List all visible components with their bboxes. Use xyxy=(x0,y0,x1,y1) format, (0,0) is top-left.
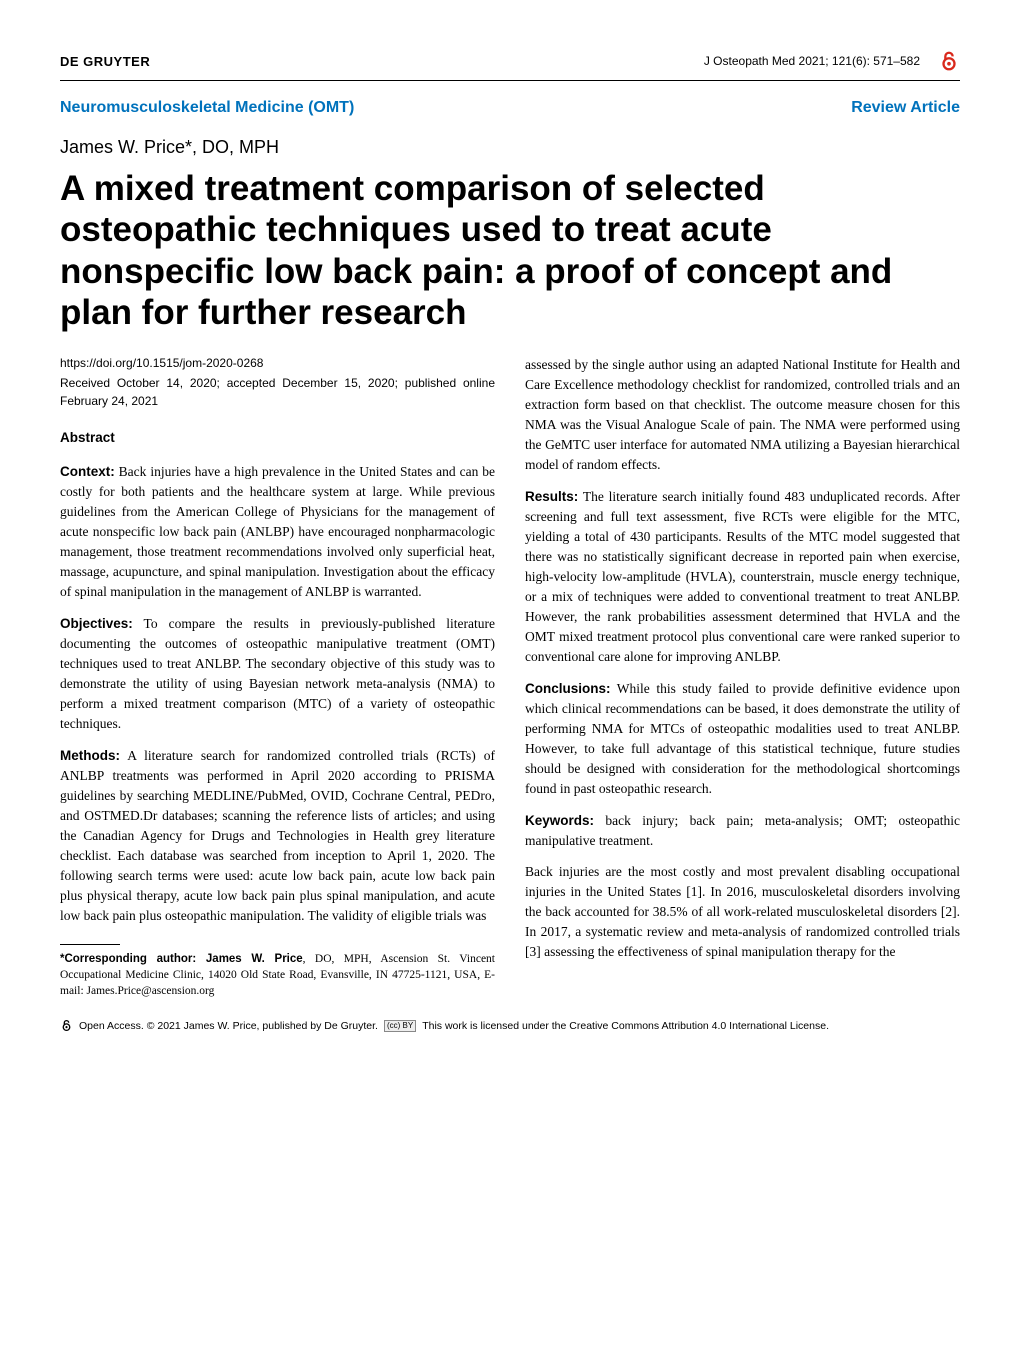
methods-label: Methods: xyxy=(60,748,120,763)
article-title: A mixed treatment comparison of selected… xyxy=(60,168,960,333)
footer-text-a: Open Access. © 2021 James W. Price, publ… xyxy=(79,1020,378,1032)
keywords-para: Keywords: back injury; back pain; meta-a… xyxy=(525,811,960,851)
open-access-icon-small xyxy=(60,1019,73,1032)
open-access-icon xyxy=(938,50,960,72)
objectives-text: To compare the results in previously-pub… xyxy=(60,616,495,731)
citation-area: J Osteopath Med 2021; 121(6): 571–582 xyxy=(704,50,960,72)
conclusions-label: Conclusions: xyxy=(525,681,611,696)
conclusions-para: Conclusions: While this study failed to … xyxy=(525,679,960,799)
corresponding-label: *Corresponding author: James W. Price xyxy=(60,953,303,965)
results-para: Results: The literature search initially… xyxy=(525,487,960,667)
column-right: assessed by the single author using an a… xyxy=(525,355,960,999)
intro-para: Back injuries are the most costly and mo… xyxy=(525,862,960,962)
two-column-body: https://doi.org/10.1515/jom-2020-0268 Re… xyxy=(60,355,960,999)
methods-para-b: assessed by the single author using an a… xyxy=(525,355,960,475)
column-left: https://doi.org/10.1515/jom-2020-0268 Re… xyxy=(60,355,495,999)
context-label: Context: xyxy=(60,464,115,479)
citation: J Osteopath Med 2021; 121(6): 571–582 xyxy=(704,54,920,68)
results-text: The literature search initially found 48… xyxy=(525,489,960,664)
license-footer: Open Access. © 2021 James W. Price, publ… xyxy=(60,1019,960,1032)
section-row: Neuromusculoskeletal Medicine (OMT) Revi… xyxy=(60,99,960,117)
conclusions-text: While this study failed to provide defin… xyxy=(525,681,960,796)
footer-text-b: This work is licensed under the Creative… xyxy=(422,1020,829,1032)
author-line: James W. Price*, DO, MPH xyxy=(60,137,960,158)
objectives-label: Objectives: xyxy=(60,616,133,631)
publisher: DE GRUYTER xyxy=(60,54,150,69)
context-para: Context: Back injuries have a high preva… xyxy=(60,462,495,602)
results-label: Results: xyxy=(525,489,578,504)
methods-para-a: Methods: A literature search for randomi… xyxy=(60,746,495,926)
keywords-label: Keywords: xyxy=(525,813,594,828)
doi: https://doi.org/10.1515/jom-2020-0268 xyxy=(60,355,495,373)
objectives-para: Objectives: To compare the results in pr… xyxy=(60,614,495,734)
pub-dates: Received October 14, 2020; accepted Dece… xyxy=(60,375,495,411)
article-type: Review Article xyxy=(851,99,960,117)
section-name: Neuromusculoskeletal Medicine (OMT) xyxy=(60,99,354,117)
corresponding-divider xyxy=(60,944,120,945)
cc-badge: (cc) BY xyxy=(384,1020,416,1032)
abstract-heading: Abstract xyxy=(60,428,495,448)
methods-text-a: A literature search for randomized contr… xyxy=(60,748,495,923)
header-bar: DE GRUYTER J Osteopath Med 2021; 121(6):… xyxy=(60,50,960,81)
corresponding-author: *Corresponding author: James W. Price, D… xyxy=(60,951,495,999)
context-text: Back injuries have a high prevalence in … xyxy=(60,464,495,599)
